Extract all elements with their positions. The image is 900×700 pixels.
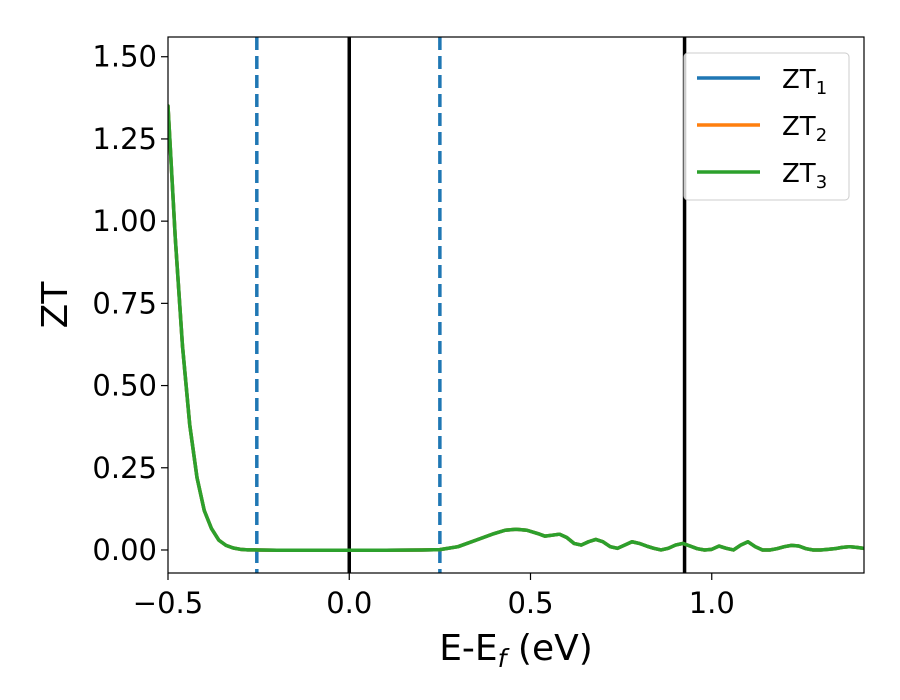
series-group bbox=[168, 104, 864, 553]
plot-frame bbox=[167, 36, 865, 574]
x-tick-label: 1.0 bbox=[689, 586, 735, 620]
y-tick-label: 0.75 bbox=[92, 286, 157, 320]
legend-box bbox=[683, 52, 850, 201]
legend-label-zt2: ZT2 bbox=[782, 112, 827, 146]
y-tick-label: 1.00 bbox=[92, 204, 157, 238]
legend-label-zt1: ZT1 bbox=[782, 65, 827, 99]
x-axis-label-unit: (eV) bbox=[506, 628, 592, 669]
series-line-zt3 bbox=[168, 104, 864, 553]
x-tick-label: −0.5 bbox=[133, 586, 203, 620]
x-axis-ticks: −0.5 0.0 0.5 1.0 bbox=[133, 573, 735, 620]
legend: ZT1 ZT2 ZT3 bbox=[683, 52, 850, 201]
y-tick-label: 0.25 bbox=[92, 451, 157, 485]
y-axis-ticks: 0.00 0.25 0.50 0.75 1.00 1.25 1.50 bbox=[92, 40, 168, 567]
x-tick-label: 0.5 bbox=[507, 586, 553, 620]
x-tick-label: 0.0 bbox=[326, 586, 372, 620]
y-tick-label: 0.50 bbox=[92, 369, 157, 403]
y-tick-label: 0.00 bbox=[92, 533, 157, 567]
x-axis-label: E-Ef (eV) bbox=[439, 628, 593, 673]
legend-label-zt3: ZT3 bbox=[782, 159, 827, 193]
y-tick-label: 1.50 bbox=[92, 40, 157, 74]
y-axis-label: ZT bbox=[35, 281, 76, 329]
y-tick-label: 1.25 bbox=[92, 122, 157, 156]
